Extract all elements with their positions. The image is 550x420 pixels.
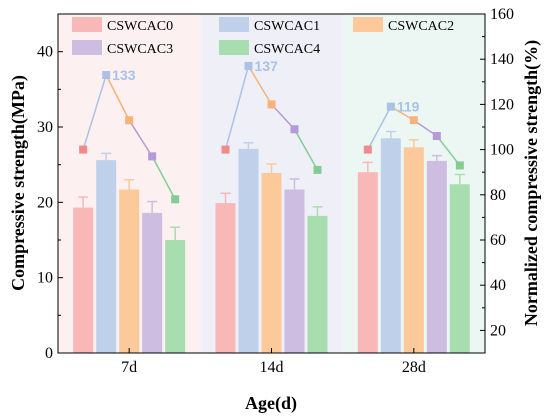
normalized-marker-CSWCAC0-14d (221, 145, 230, 154)
normalized-segment-7d-2 (105, 74, 130, 121)
normalized-segment-7d-4 (151, 156, 176, 200)
y2-tick-label-160: 160 (490, 6, 514, 23)
y2-tick-label-40: 40 (490, 277, 506, 294)
normalized-marker-CSWCAC1-7d (102, 71, 111, 80)
normalized-marker-CSWCAC4-14d (313, 165, 322, 174)
y2-tick-label-80: 80 (490, 187, 506, 204)
normalized-marker-CSWCAC4-28d (455, 161, 464, 170)
normalized-segment-14d-4 (293, 128, 319, 171)
bar-CSWCAC1-14d (238, 148, 259, 353)
normalized-marker-CSWCAC1-14d (244, 61, 253, 70)
bar-CSWCAC2-7d (119, 189, 140, 353)
normalized-lines (82, 65, 461, 200)
normalized-segment-14d-3 (270, 103, 296, 130)
bar-CSWCAC4-7d (165, 240, 186, 353)
normalized-marker-CSWCAC4-7d (171, 195, 180, 204)
normalized-marker-CSWCAC0-7d (79, 145, 88, 154)
normalized-marker-CSWCAC3-7d (148, 152, 157, 161)
y-tick-label-0: 0 (45, 345, 53, 362)
bar-CSWCAC3-7d (142, 212, 163, 353)
bar-CSWCAC3-14d (284, 189, 305, 353)
y2-tick-label-120: 120 (490, 96, 514, 113)
y2-axis-title: Normalized compressive strength(%) (521, 40, 542, 326)
normalized-segment-7d-3 (128, 119, 153, 157)
bar-CSWCAC1-28d (380, 138, 401, 353)
normalized-marker-CSWCAC2-28d (409, 116, 418, 125)
normalized-segment-28d-4 (436, 135, 461, 166)
legend-label-CSWCAC2: CSWCAC2 (388, 19, 454, 34)
x-tick-label-14d: 14d (260, 359, 284, 376)
normalized-markers (79, 61, 464, 204)
legend-label-CSWCAC0: CSWCAC0 (107, 19, 173, 34)
y2-tick-label-140: 140 (490, 51, 514, 68)
y2-tick-label-60: 60 (490, 232, 506, 249)
data-label-133: 133 (112, 67, 136, 83)
normalized-marker-CSWCAC3-14d (290, 125, 299, 134)
x-axis-title: Age(d) (245, 393, 297, 414)
data-label-137: 137 (255, 58, 279, 74)
legend-swatch-CSWCAC2 (353, 17, 383, 32)
y2-tick-label-20: 20 (490, 322, 506, 339)
bar-CSWCAC3-28d (426, 160, 447, 353)
normalized-marker-CSWCAC0-28d (363, 145, 372, 154)
x-axis-ticks: 7d 14d 28d (121, 348, 426, 376)
legend: CSWCAC0 CSWCAC1 CSWCAC2 CSWCAC3 CSWCAC4 (72, 17, 454, 57)
normalized-segment-14d-2 (247, 65, 273, 105)
legend-label-CSWCAC3: CSWCAC3 (107, 42, 173, 57)
bar-CSWCAC0-14d (215, 203, 236, 353)
y-axis-title: Compressive strength(MPa) (8, 75, 29, 291)
normalized-marker-CSWCAC3-28d (432, 132, 441, 141)
x-tick-label-7d: 7d (121, 359, 137, 376)
y-tick-label-40: 40 (37, 44, 53, 61)
right-axis-ticks: 20 40 60 80 100 120 140 160 (480, 6, 514, 339)
legend-swatch-CSWCAC4 (219, 40, 249, 55)
bar-series (73, 130, 470, 353)
y2-tick-label-100: 100 (490, 142, 514, 159)
normalized-marker-CSWCAC2-7d (125, 116, 134, 125)
legend-label-CSWCAC1: CSWCAC1 (254, 19, 320, 34)
normalized-segment-14d-1 (224, 65, 250, 150)
normalized-marker-CSWCAC1-28d (386, 102, 395, 111)
left-axis-ticks: 0 10 20 30 40 (37, 44, 63, 362)
bar-CSWCAC1-7d (96, 160, 117, 353)
data-label-119: 119 (397, 99, 420, 115)
annotations: 133 137 119 (112, 58, 419, 115)
normalized-segment-7d-1 (82, 74, 107, 150)
bar-CSWCAC4-28d (449, 184, 470, 353)
x-tick-label-28d: 28d (402, 359, 426, 376)
legend-swatch-CSWCAC3 (72, 40, 102, 55)
bar-CSWCAC2-14d (261, 172, 282, 353)
legend-swatch-CSWCAC1 (219, 17, 249, 32)
y-tick-label-20: 20 (37, 194, 53, 211)
legend-swatch-CSWCAC0 (72, 17, 102, 32)
bar-CSWCAC0-7d (73, 207, 94, 353)
y-tick-label-10: 10 (37, 270, 53, 287)
legend-label-CSWCAC4: CSWCAC4 (254, 42, 320, 57)
bar-CSWCAC0-28d (357, 172, 378, 353)
normalized-segment-28d-1 (367, 106, 392, 150)
bar-CSWCAC4-14d (307, 215, 328, 353)
bar-CSWCAC2-28d (403, 147, 424, 353)
normalized-marker-CSWCAC2-14d (267, 100, 276, 109)
y-tick-label-30: 30 (37, 119, 53, 136)
